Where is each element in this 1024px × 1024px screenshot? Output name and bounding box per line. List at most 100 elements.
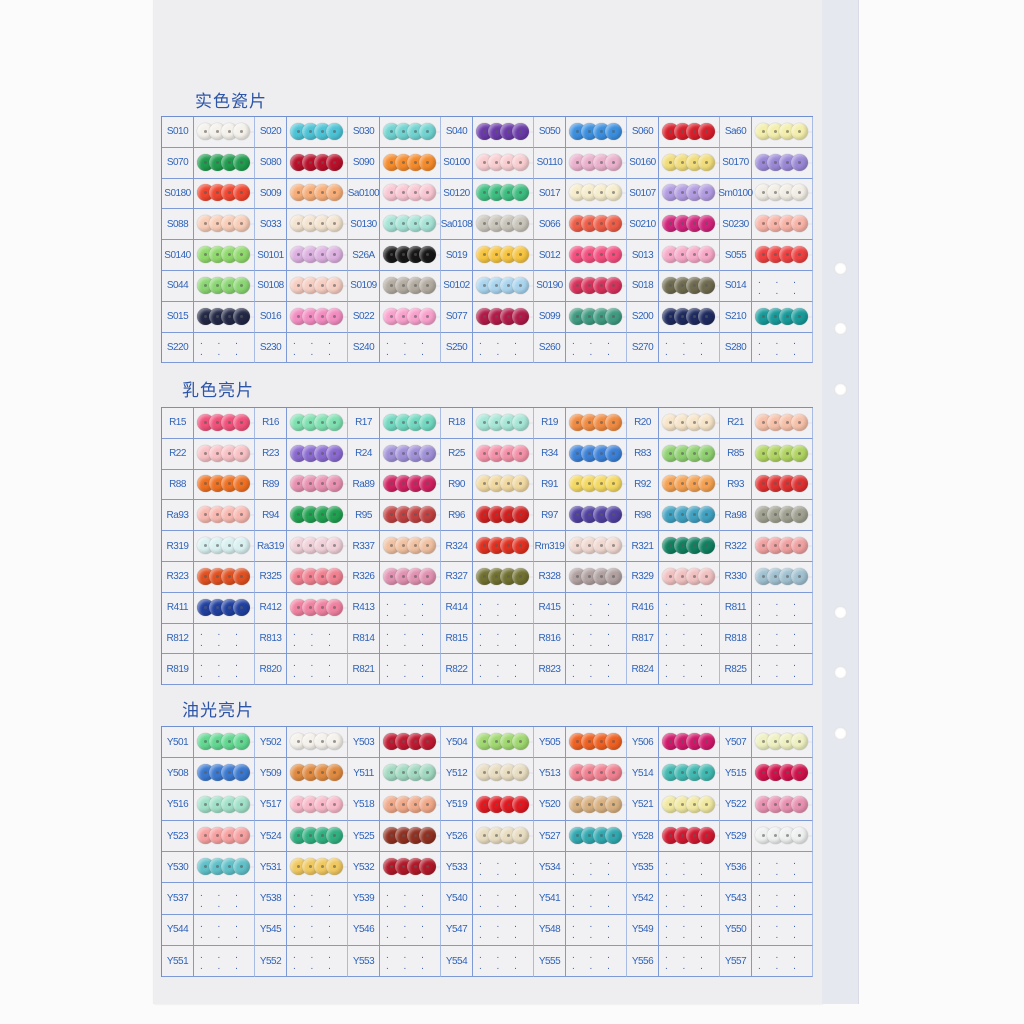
sequin	[512, 184, 529, 202]
swatch-code: R329	[627, 561, 659, 593]
swatch-code: Y503	[348, 727, 380, 759]
sequin	[605, 153, 622, 171]
sequin	[791, 246, 808, 264]
swatch-code: Y548	[534, 914, 566, 947]
empty-slot: . . . . . .	[659, 914, 720, 947]
sequin	[698, 475, 715, 493]
swatch-code: Y556	[627, 946, 659, 978]
sequin	[698, 444, 715, 462]
sequin-sample	[380, 727, 441, 759]
sequin	[419, 276, 436, 294]
sequin	[791, 413, 808, 431]
sequin	[605, 413, 622, 431]
sequin-sample	[380, 758, 441, 790]
sequin	[791, 444, 808, 462]
sequin-sample	[287, 270, 348, 302]
sequin	[512, 733, 529, 751]
empty-slot: . . . . . .	[287, 654, 348, 686]
sequin-sample	[287, 758, 348, 790]
empty-marker: . . . . . .	[293, 918, 337, 941]
empty-slot: . . . . . .	[473, 852, 534, 884]
empty-slot: . . . . . .	[752, 592, 813, 624]
swatch-code: S066	[534, 209, 566, 241]
swatch-code: S0180	[162, 178, 194, 210]
swatch-code: S099	[534, 301, 566, 333]
empty-marker: . . . . . .	[758, 856, 802, 879]
sequin	[233, 733, 250, 751]
swatch-grid-solid: S010 S020 S030 S040 S050 S060 Sa60 S070 S080 S090…	[161, 116, 813, 364]
empty-marker: . . . . . .	[479, 596, 523, 619]
sequin-sample	[380, 561, 441, 593]
swatch-code: Y535	[627, 852, 659, 884]
swatch-code: R24	[348, 438, 380, 470]
swatch-code: Y509	[255, 758, 287, 790]
sequin	[512, 764, 529, 782]
empty-marker: . . . . . .	[572, 918, 616, 941]
swatch-code: R96	[441, 500, 473, 532]
sequin-sample	[566, 240, 627, 271]
swatch-code: Sa0100	[348, 178, 380, 210]
swatch-code: S014	[720, 270, 752, 302]
sequin	[791, 764, 808, 782]
sequin-sample	[659, 727, 720, 759]
swatch-code: S0130	[348, 209, 380, 241]
empty-marker: . . . . . .	[293, 627, 337, 650]
sequin-sample	[752, 147, 813, 179]
sequin	[512, 475, 529, 493]
empty-slot: . . . . . .	[380, 946, 441, 978]
sequin-sample	[194, 240, 255, 271]
empty-slot: . . . . . .	[194, 654, 255, 686]
sequin	[233, 475, 250, 493]
swatch-code: Rm319	[534, 531, 566, 562]
swatch-code: S018	[627, 270, 659, 302]
swatch-code: Y519	[441, 789, 473, 821]
empty-marker: . . . . . .	[386, 658, 430, 681]
sequin	[698, 153, 715, 171]
empty-marker: . . . . . .	[758, 596, 802, 619]
swatch-code: Y506	[627, 727, 659, 759]
sequin	[326, 537, 343, 555]
sequin	[419, 537, 436, 555]
swatch-code: Y538	[255, 883, 287, 915]
swatch-code: S044	[162, 270, 194, 302]
empty-slot: . . . . . .	[566, 914, 627, 947]
sequin	[605, 827, 622, 845]
empty-slot: . . . . . .	[380, 914, 441, 947]
sequin	[791, 153, 808, 171]
sequin-sample	[380, 789, 441, 821]
sequin	[698, 567, 715, 585]
swatch-code: Ra89	[348, 469, 380, 501]
sequin	[605, 567, 622, 585]
swatch-code: S0100	[441, 147, 473, 179]
empty-slot: . . . . . .	[659, 623, 720, 655]
sequin	[791, 122, 808, 140]
sequin	[419, 184, 436, 202]
sequin-sample	[194, 758, 255, 790]
sequin	[512, 215, 529, 233]
sequin-sample	[659, 117, 720, 148]
swatch-code: S240	[348, 332, 380, 364]
sequin-sample	[659, 561, 720, 593]
swatch-code: Y555	[534, 946, 566, 978]
sequin-sample	[659, 209, 720, 241]
sequin-sample	[473, 500, 534, 532]
empty-marker: . . . . . .	[479, 887, 523, 910]
swatch-code: R85	[720, 438, 752, 470]
swatch-code: S0102	[441, 270, 473, 302]
empty-slot: . . . . . .	[287, 623, 348, 655]
sequin	[512, 276, 529, 294]
swatch-code: Y505	[534, 727, 566, 759]
sequin-sample	[752, 438, 813, 470]
sequin	[419, 246, 436, 264]
sequin	[326, 598, 343, 616]
sequin	[233, 567, 250, 585]
sequin-sample	[287, 820, 348, 853]
empty-slot: . . . . . .	[566, 332, 627, 364]
sequin	[512, 827, 529, 845]
swatch-code: R820	[255, 654, 287, 686]
sequin	[419, 795, 436, 813]
sequin	[326, 307, 343, 325]
sequin	[698, 276, 715, 294]
swatch-code: S200	[627, 301, 659, 333]
sequin	[233, 184, 250, 202]
